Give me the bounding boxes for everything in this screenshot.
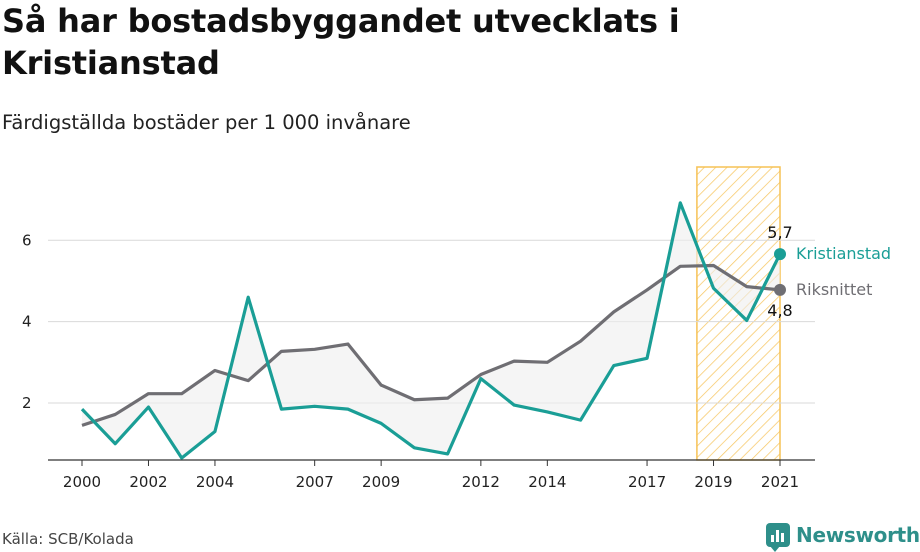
kristianstad-end-marker: [774, 248, 786, 261]
kristianstad-value-label: 5,7: [767, 223, 792, 242]
x-tick-label: 2012: [462, 473, 500, 491]
x-tick-label: 2007: [296, 473, 334, 491]
kristianstad-series-label: Kristianstad: [796, 244, 891, 263]
riksnittet-value-label: 4,8: [767, 301, 792, 320]
riksnittet-end-marker: [774, 283, 786, 296]
x-tick-label: 2002: [129, 473, 167, 491]
bar-chart-icon: [766, 523, 790, 552]
riksnittet-series-label: Riksnittet: [796, 280, 872, 299]
source-note: Källa: SCB/Kolada: [2, 530, 134, 548]
chart-title: Så har bostadsbyggandet utvecklats i Kri…: [2, 2, 680, 82]
line-chart: 2 4 6 2000 2002 2004 2007 2009 2012 2014 2017 2019…: [22, 166, 891, 491]
y-tick-label: 4: [22, 313, 32, 331]
x-tick-label: 2000: [63, 473, 101, 491]
brand-name: Newsworthy: [796, 523, 920, 547]
x-tick-label: 2019: [694, 473, 732, 491]
newsworthy-logo: Newsworthy: [766, 519, 920, 552]
x-tick-label: 2021: [761, 473, 799, 491]
y-tick-label: 6: [22, 231, 32, 249]
x-tick-label: 2017: [628, 473, 666, 491]
difference-area: [82, 202, 780, 458]
y-tick-label: 2: [22, 394, 32, 412]
kristianstad-line: [80, 201, 782, 460]
chart-subtitle: Färdigställda bostäder per 1 000 invånar…: [2, 111, 411, 134]
x-tick-label: 2009: [362, 473, 400, 491]
x-tick-label: 2004: [196, 473, 234, 491]
x-tick-label: 2014: [528, 473, 566, 491]
